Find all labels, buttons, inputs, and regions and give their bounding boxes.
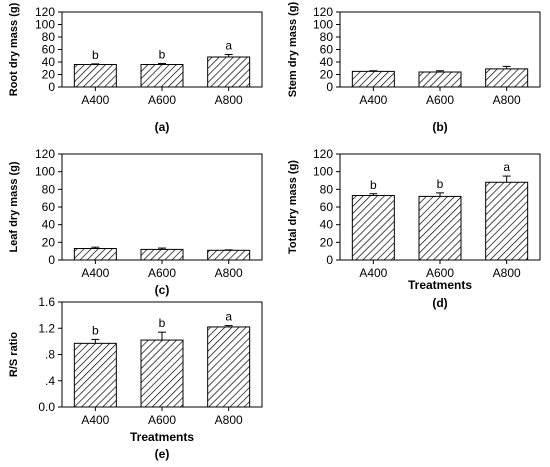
bar [485, 181, 529, 261]
y-tick-label: 80 [320, 30, 334, 44]
y-axis-label: R/S ratio [8, 332, 20, 378]
bar [351, 195, 395, 261]
x-tick-label: A400 [81, 413, 109, 427]
x-tick-label: A800 [493, 266, 521, 280]
significance-letter: a [225, 39, 232, 53]
y-tick-label: 1.6 [38, 295, 55, 309]
y-tick-label: 60 [42, 43, 56, 57]
y-tick-label: 60 [320, 200, 334, 214]
x-axis-label: Treatments [130, 430, 194, 444]
panel-label: (a) [155, 120, 170, 134]
y-tick-label: 60 [320, 43, 334, 57]
significance-letter: b [370, 178, 377, 192]
panel-label: (b) [432, 120, 447, 134]
x-tick-label: A600 [148, 413, 176, 427]
panel-label: (e) [155, 447, 170, 461]
panel-label: (c) [155, 283, 170, 297]
y-tick-label: 100 [313, 165, 333, 179]
bar [73, 64, 117, 88]
y-tick-label: 80 [42, 30, 56, 44]
x-tick-label: A800 [493, 93, 521, 107]
x-axis-label: Treatments [408, 278, 472, 292]
y-tick-label: .8 [45, 348, 55, 362]
x-tick-label: A600 [426, 93, 454, 107]
bar [140, 248, 184, 261]
y-tick-label: 60 [42, 200, 56, 214]
bar [207, 56, 251, 88]
y-tick-label: 40 [320, 218, 334, 232]
y-tick-label: 20 [320, 235, 334, 249]
y-tick-label: 0.0 [38, 400, 55, 414]
y-axis-label: Leaf dry mass (g) [8, 161, 20, 252]
y-tick-label: 120 [35, 147, 55, 161]
bar [485, 68, 529, 88]
y-tick-label: 0 [48, 80, 55, 94]
y-tick-label: 40 [320, 55, 334, 69]
bar [418, 195, 462, 261]
x-tick-label: A400 [359, 266, 387, 280]
significance-letter: b [159, 48, 166, 62]
y-tick-label: 80 [320, 182, 334, 196]
y-tick-label: 20 [42, 68, 56, 82]
y-tick-label: 1.2 [38, 321, 55, 335]
x-tick-label: A400 [359, 93, 387, 107]
y-tick-label: 40 [42, 55, 56, 69]
panel-label: (d) [432, 296, 447, 310]
y-tick-label: 0 [326, 253, 333, 267]
y-axis-label: Root dry mass (g) [8, 2, 20, 96]
y-axis-label: Total dry mass (g) [287, 160, 299, 254]
y-tick-label: 120 [313, 5, 333, 19]
y-axis-label: Stem dry mass (g) [287, 1, 299, 97]
y-tick-label: 100 [35, 18, 55, 32]
y-tick-label: 80 [42, 182, 56, 196]
significance-letter: b [92, 323, 99, 337]
y-tick-label: 20 [320, 68, 334, 82]
bar [207, 249, 251, 261]
bar [73, 248, 117, 261]
x-tick-label: A800 [215, 266, 243, 280]
x-tick-label: A400 [81, 266, 109, 280]
plot-frame [61, 153, 263, 261]
bar [140, 64, 184, 88]
significance-letter: b [92, 48, 99, 62]
bar [418, 71, 462, 88]
bar [351, 70, 395, 88]
y-tick-label: 120 [313, 147, 333, 161]
x-tick-label: A600 [148, 266, 176, 280]
significance-letter: b [159, 316, 166, 330]
bar [207, 326, 251, 408]
x-tick-label: A600 [148, 93, 176, 107]
y-tick-label: .4 [45, 374, 55, 388]
significance-letter: b [437, 177, 444, 191]
y-tick-label: 20 [42, 235, 56, 249]
y-tick-label: 0 [48, 253, 55, 267]
bar [73, 342, 117, 408]
significance-letter: a [225, 310, 232, 324]
y-tick-label: 40 [42, 218, 56, 232]
x-tick-label: A400 [81, 93, 109, 107]
significance-letter: a [503, 160, 510, 174]
bar [140, 339, 184, 408]
x-tick-label: A800 [215, 413, 243, 427]
y-tick-label: 100 [313, 18, 333, 32]
y-tick-label: 0 [326, 80, 333, 94]
y-tick-label: 100 [35, 165, 55, 179]
x-tick-label: A800 [215, 93, 243, 107]
y-tick-label: 120 [35, 5, 55, 19]
x-tick-label: A600 [426, 266, 454, 280]
